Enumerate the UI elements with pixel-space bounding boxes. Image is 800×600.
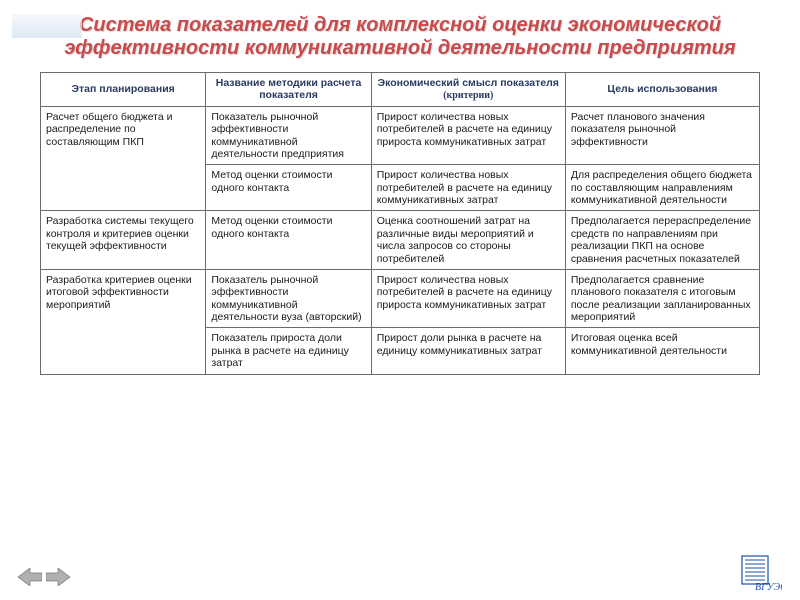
cell-goal: Предполагается сравнение планового показ…: [565, 269, 759, 328]
table-header-row: Этап планирования Название методики расч…: [41, 73, 760, 107]
slide-title: Система показателей для комплексной оцен…: [50, 14, 750, 60]
table-row: Разработка системы текущего контроля и к…: [41, 211, 760, 270]
cell-method: Показатель рыночной эффективности коммун…: [206, 106, 371, 165]
corner-decoration: [12, 14, 82, 38]
cell-goal: Предполагается перераспределение средств…: [565, 211, 759, 270]
indicators-table: Этап планирования Название методики расч…: [40, 72, 760, 375]
cell-stage: Расчет общего бюджета и распределение по…: [41, 106, 206, 211]
cell-meaning: Оценка соотношений затрат на различные в…: [371, 211, 565, 270]
nav-controls: [18, 568, 70, 586]
cell-method: Показатель рыночной эффективности коммун…: [206, 269, 371, 328]
th-stage: Этап планирования: [41, 73, 206, 107]
cell-meaning: Прирост количества новых потребителей в …: [371, 269, 565, 328]
prev-arrow-icon[interactable]: [18, 568, 42, 586]
cell-goal: Для распределения общего бюджета по сост…: [565, 165, 759, 211]
cell-stage: Разработка критериев оценки итоговой эфф…: [41, 269, 206, 374]
th-meaning-main: Экономический смысл показателя: [378, 77, 559, 89]
cell-meaning: Прирост количества новых потребителей в …: [371, 165, 565, 211]
cell-goal: Итоговая оценка всей коммуникативной дея…: [565, 328, 759, 374]
table-row: Расчет общего бюджета и распределение по…: [41, 106, 760, 165]
th-meaning-sub: (критерии): [377, 90, 560, 102]
th-meaning: Экономический смысл показателя (критерии…: [371, 73, 565, 107]
cell-stage: Разработка системы текущего контроля и к…: [41, 211, 206, 270]
table-row: Разработка критериев оценки итоговой эфф…: [41, 269, 760, 328]
th-method: Название методики расчета показателя: [206, 73, 371, 107]
next-arrow-icon[interactable]: [46, 568, 70, 586]
slide: Система показателей для комплексной оцен…: [0, 0, 800, 600]
svg-text:ВГУЭС: ВГУЭС: [755, 582, 782, 592]
logo-icon: ВГУЭС: [740, 554, 782, 592]
cell-method: Метод оценки стоимости одного контакта: [206, 165, 371, 211]
cell-meaning: Прирост доли рынка в расчете на единицу …: [371, 328, 565, 374]
cell-method: Показатель прироста доли рынка в расчете…: [206, 328, 371, 374]
cell-goal: Расчет планового значения показателя рын…: [565, 106, 759, 165]
cell-method: Метод оценки стоимости одного контакта: [206, 211, 371, 270]
th-goal: Цель использования: [565, 73, 759, 107]
cell-meaning: Прирост количества новых потребителей в …: [371, 106, 565, 165]
